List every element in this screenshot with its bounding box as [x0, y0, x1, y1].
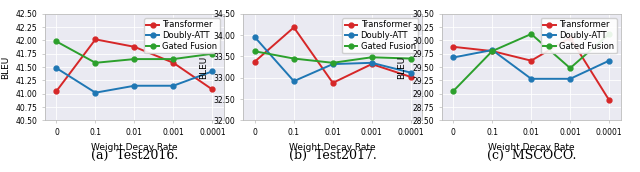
Gated Fusion — [488, 50, 496, 52]
Doubly-ATT — [368, 62, 376, 64]
Doubly-ATT — [131, 85, 138, 87]
Transformer — [407, 76, 415, 78]
Transformer — [290, 26, 298, 28]
Doubly-ATT — [209, 70, 216, 72]
Legend: Transformer, Doubly-ATT, Gated Fusion: Transformer, Doubly-ATT, Gated Fusion — [541, 18, 616, 53]
Y-axis label: BLEU: BLEU — [397, 55, 406, 79]
Line: Gated Fusion: Gated Fusion — [451, 32, 612, 94]
Gated Fusion — [251, 50, 259, 52]
Transformer — [368, 63, 376, 65]
Line: Doubly-ATT: Doubly-ATT — [451, 48, 612, 81]
Gated Fusion — [131, 58, 138, 60]
Doubly-ATT — [290, 80, 298, 82]
Legend: Transformer, Doubly-ATT, Gated Fusion: Transformer, Doubly-ATT, Gated Fusion — [144, 18, 220, 53]
Gated Fusion — [290, 57, 298, 60]
Gated Fusion — [170, 58, 177, 60]
Doubly-ATT — [407, 72, 415, 74]
Gated Fusion — [605, 33, 613, 35]
Doubly-ATT — [527, 78, 535, 80]
Doubly-ATT — [566, 78, 574, 80]
Line: Gated Fusion: Gated Fusion — [252, 49, 413, 65]
Text: (b)  Test2017.: (b) Test2017. — [289, 149, 377, 162]
Transformer — [329, 82, 337, 84]
Doubly-ATT — [170, 85, 177, 87]
Doubly-ATT — [449, 56, 457, 58]
Gated Fusion — [92, 62, 99, 64]
Transformer — [131, 46, 138, 48]
Doubly-ATT — [251, 36, 259, 38]
Doubly-ATT — [329, 63, 337, 65]
Doubly-ATT — [605, 60, 613, 62]
X-axis label: Weight Decay Rate: Weight Decay Rate — [289, 143, 376, 152]
Line: Transformer: Transformer — [54, 37, 215, 94]
Line: Gated Fusion: Gated Fusion — [54, 39, 215, 65]
Doubly-ATT — [92, 92, 99, 94]
Gated Fusion — [329, 62, 337, 64]
Gated Fusion — [449, 90, 457, 92]
Text: (c)  MSCOCO.: (c) MSCOCO. — [486, 149, 576, 162]
X-axis label: Weight Decay Rate: Weight Decay Rate — [488, 143, 575, 152]
Line: Transformer: Transformer — [451, 35, 612, 103]
Text: (a)  Test2016.: (a) Test2016. — [91, 149, 178, 162]
Transformer — [605, 99, 613, 101]
Y-axis label: BLEU: BLEU — [199, 55, 208, 79]
Transformer — [488, 50, 496, 52]
X-axis label: Weight Decay Rate: Weight Decay Rate — [91, 143, 178, 152]
Doubly-ATT — [488, 49, 496, 51]
Gated Fusion — [52, 40, 60, 42]
Doubly-ATT — [52, 67, 60, 69]
Transformer — [92, 38, 99, 40]
Gated Fusion — [527, 33, 535, 35]
Line: Doubly-ATT: Doubly-ATT — [54, 66, 215, 95]
Y-axis label: BLEU: BLEU — [1, 55, 10, 79]
Transformer — [527, 60, 535, 62]
Transformer — [566, 37, 574, 39]
Transformer — [449, 46, 457, 48]
Legend: Transformer, Doubly-ATT, Gated Fusion: Transformer, Doubly-ATT, Gated Fusion — [342, 18, 418, 53]
Gated Fusion — [209, 53, 216, 55]
Transformer — [52, 90, 60, 92]
Gated Fusion — [566, 67, 574, 69]
Transformer — [170, 62, 177, 64]
Line: Doubly-ATT: Doubly-ATT — [252, 35, 413, 84]
Gated Fusion — [407, 57, 415, 60]
Line: Transformer: Transformer — [252, 25, 413, 85]
Gated Fusion — [368, 56, 376, 58]
Transformer — [251, 61, 259, 63]
Transformer — [209, 88, 216, 90]
